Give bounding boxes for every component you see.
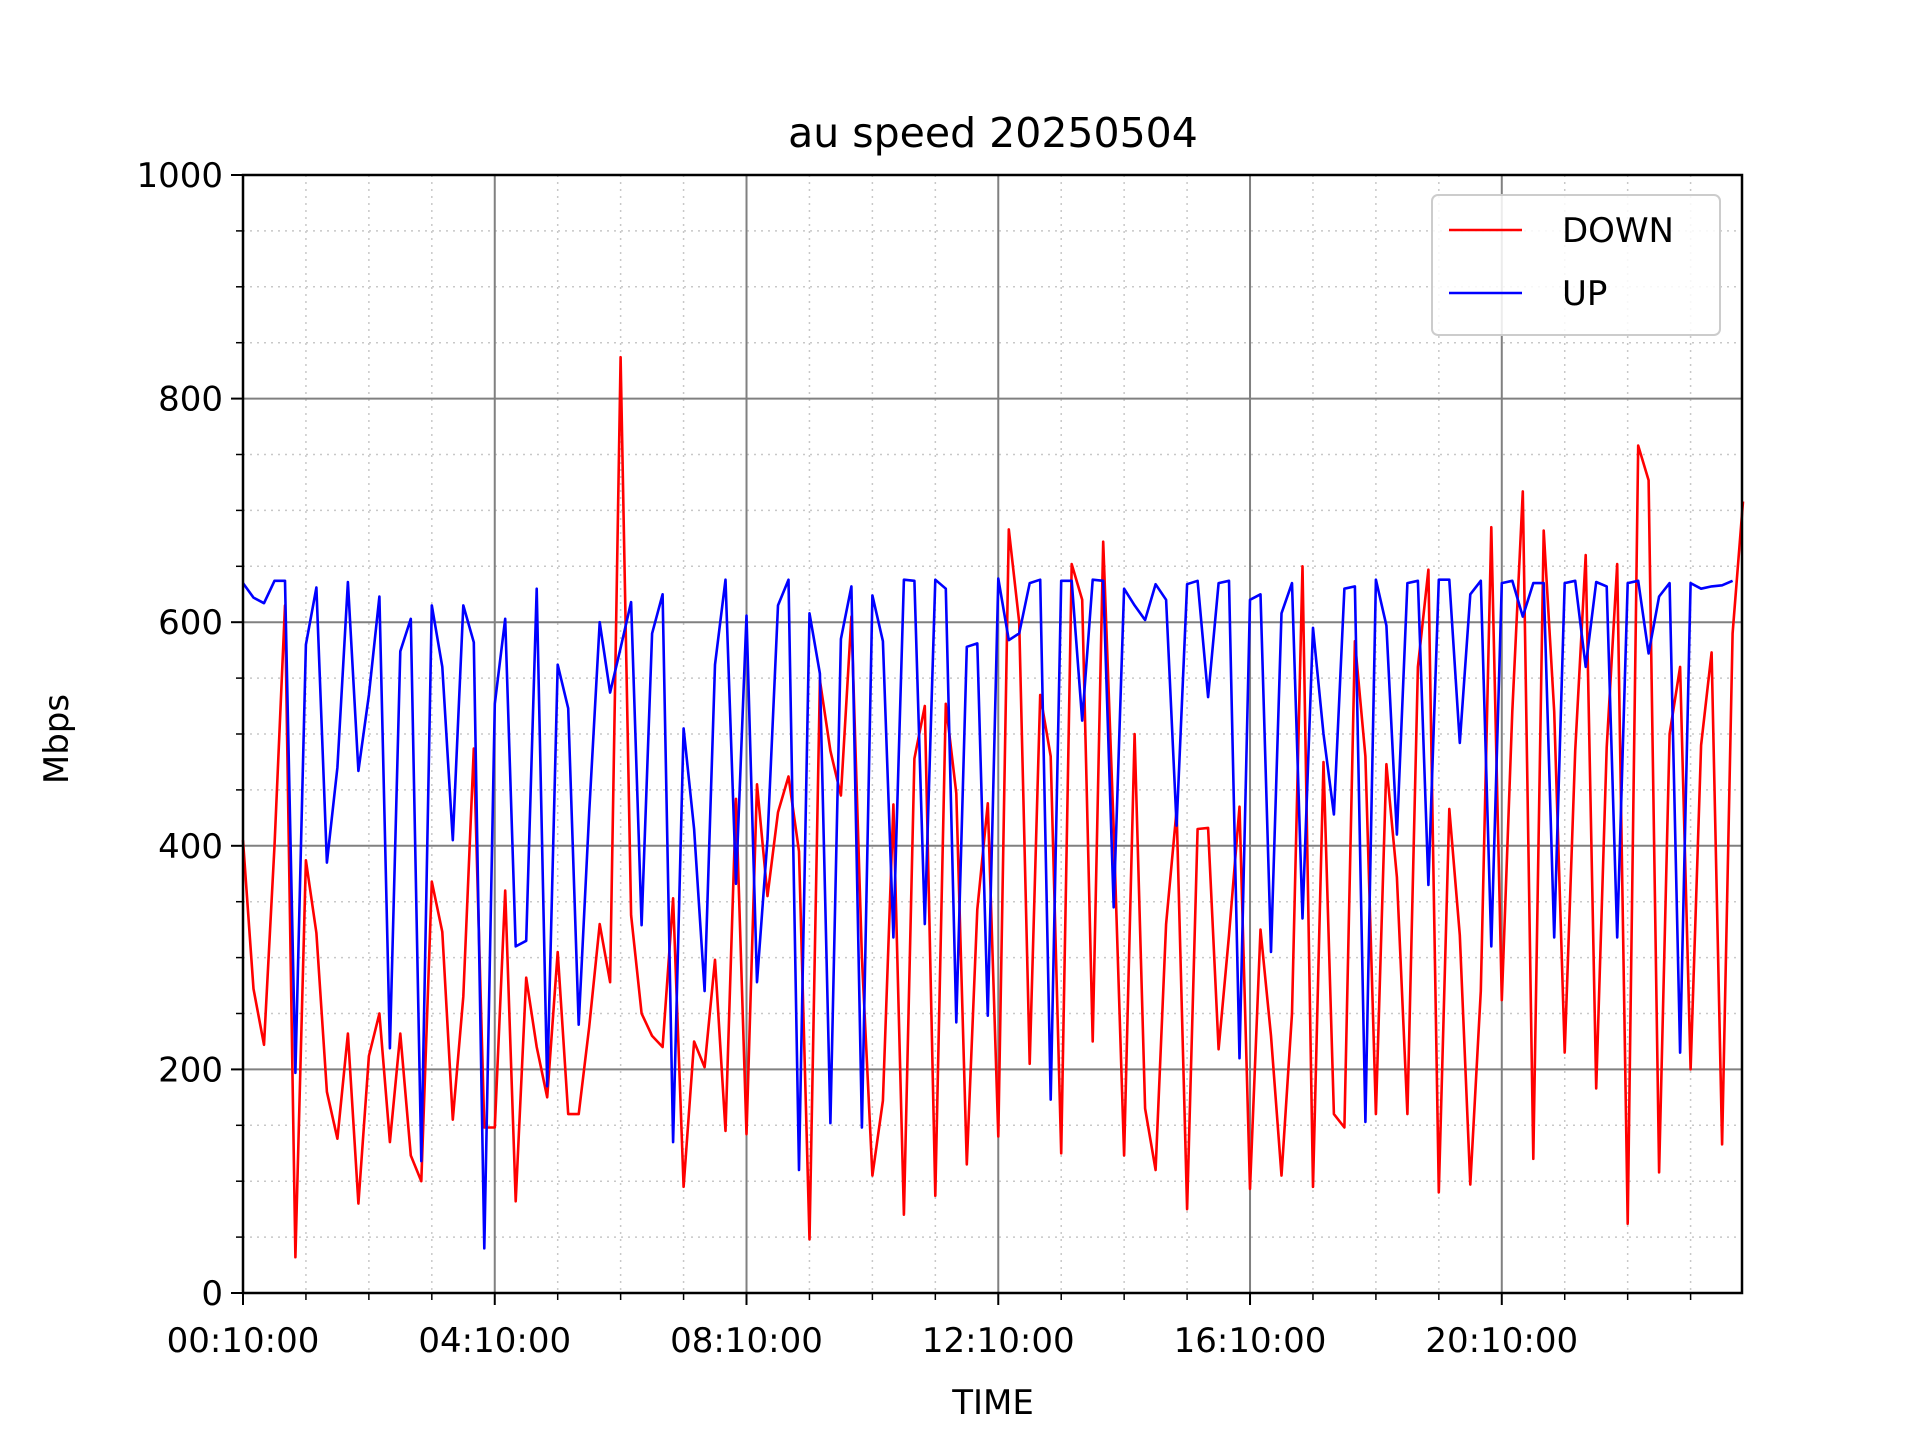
series-layer: [241, 355, 1745, 1259]
x-tick-label: 08:10:00: [670, 1321, 823, 1361]
y-tick-label: 400: [158, 827, 223, 867]
minor-grid: [243, 175, 1742, 1293]
axes-layer: 00:10:00 04:10:00 08:10:00 12:10:00 16:10:00…: [136, 156, 1744, 1361]
chart-title: au speed 20250504: [788, 109, 1198, 157]
series-line-up: [241, 577, 1734, 1250]
legend: DOWN UP: [1431, 194, 1721, 336]
series-line-down: [241, 355, 1745, 1259]
x-tick-label: 00:10:00: [167, 1321, 320, 1361]
x-tick-label: 16:10:00: [1174, 1321, 1327, 1361]
legend-label-up: UP: [1562, 274, 1607, 314]
y-tick-label: 600: [158, 603, 223, 643]
y-tick-label: 0: [201, 1274, 223, 1314]
y-axis-title: Mbps: [37, 694, 77, 784]
legend-label-down: DOWN: [1562, 211, 1674, 251]
x-tick-label: 20:10:00: [1425, 1321, 1578, 1361]
y-tick-label: 800: [158, 380, 223, 420]
x-tick-label: 04:10:00: [418, 1321, 571, 1361]
y-tick-label: 200: [158, 1050, 223, 1090]
plot-frame: [241, 173, 1744, 1295]
y-tick-label: 1000: [136, 156, 223, 196]
x-axis-title: TIME: [951, 1383, 1034, 1423]
x-tick-label: 12:10:00: [922, 1321, 1075, 1361]
